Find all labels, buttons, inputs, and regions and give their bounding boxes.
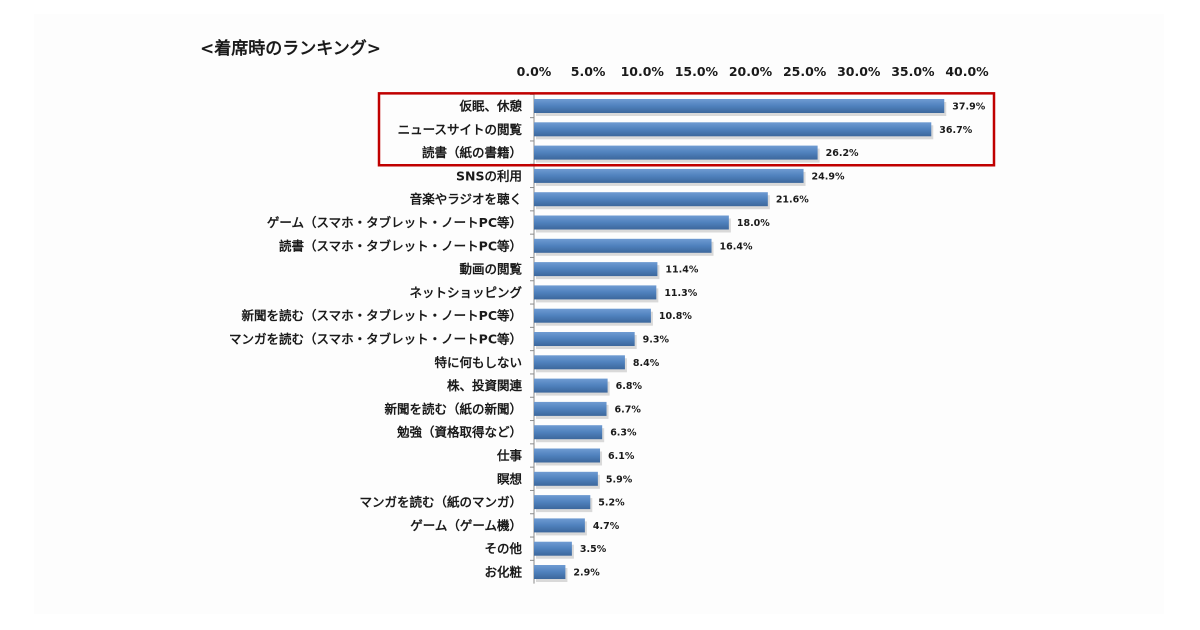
category-label: 読書（紙の書籍） xyxy=(422,145,522,160)
category-label: 仕事 xyxy=(496,448,523,463)
category-label: ゲーム（スマホ・タブレット・ノートPC等） xyxy=(267,215,522,230)
highlight-box xyxy=(377,92,996,167)
x-tick-label: 15.0% xyxy=(675,64,719,79)
data-label: 9.3% xyxy=(643,335,670,346)
bar xyxy=(534,262,658,277)
bar xyxy=(534,168,804,183)
x-tick-label: 20.0% xyxy=(729,64,773,79)
x-tick-label: 0.0% xyxy=(517,64,552,79)
category-label: マンガを読む（紙のマンガ） xyxy=(359,495,522,510)
category-label: マンガを読む（スマホ・タブレット・ノートPC等） xyxy=(229,332,522,347)
data-label: 26.2% xyxy=(826,148,859,159)
category-label: その他 xyxy=(484,541,522,556)
bar xyxy=(534,495,591,510)
bar xyxy=(534,192,768,207)
bar xyxy=(534,471,598,486)
data-label: 6.1% xyxy=(608,451,635,462)
data-label: 4.7% xyxy=(593,521,620,532)
bar xyxy=(534,308,651,323)
data-label: 6.8% xyxy=(616,381,643,392)
category-label: ネットショッピング xyxy=(409,285,522,300)
data-label: 37.9% xyxy=(952,102,985,113)
bar xyxy=(534,355,625,370)
x-tick-label: 40.0% xyxy=(945,64,989,79)
category-label: 特に何もしない xyxy=(434,355,522,370)
category-label: 勉強（資格取得など） xyxy=(396,425,522,440)
bar xyxy=(534,425,603,440)
bar xyxy=(534,401,607,416)
bar xyxy=(534,99,945,113)
bar xyxy=(534,541,572,556)
data-label: 11.4% xyxy=(665,265,698,276)
data-label: 24.9% xyxy=(812,171,845,182)
x-tick-label: 30.0% xyxy=(837,64,881,79)
x-tick-label: 25.0% xyxy=(783,64,827,79)
data-label: 18.0% xyxy=(737,218,770,229)
category-label: 新聞を読む（紙の新聞） xyxy=(384,401,522,416)
bar xyxy=(534,378,608,393)
category-label: お化粧 xyxy=(484,565,522,580)
data-label: 11.3% xyxy=(664,288,697,299)
bar xyxy=(534,448,601,463)
data-label: 5.9% xyxy=(606,474,633,485)
data-label: 6.3% xyxy=(610,428,637,439)
category-label: SNSの利用 xyxy=(456,168,522,183)
chart-canvas: <着席時のランキング> 0.0% 5.0% 10.0% 15.0% 20.0% 25.0%… xyxy=(34,14,1164,614)
category-label: 動画の閲覧 xyxy=(459,262,522,277)
data-label: 6.7% xyxy=(615,404,642,415)
data-label: 10.8% xyxy=(659,311,692,322)
bar-chart: <着席時のランキング> 0.0% 5.0% 10.0% 15.0% 20.0% 25.0%… xyxy=(200,38,996,584)
bar xyxy=(534,238,712,253)
bar xyxy=(534,565,566,579)
category-label: ニュースサイトの閲覧 xyxy=(398,122,523,137)
data-label: 16.4% xyxy=(720,241,753,252)
data-label: 36.7% xyxy=(939,125,972,136)
category-label: 株、投資関連 xyxy=(447,378,523,393)
bar xyxy=(534,122,932,137)
bar xyxy=(534,518,585,533)
category-label: 読書（スマホ・タブレット・ノートPC等） xyxy=(279,238,522,253)
data-label: 5.2% xyxy=(598,498,625,509)
bar xyxy=(534,145,818,160)
chart-title: <着席時のランキング> xyxy=(200,38,381,59)
data-label: 8.4% xyxy=(633,358,660,369)
data-label: 21.6% xyxy=(776,195,809,206)
category-label: 音楽やラジオを聴く xyxy=(410,192,522,207)
bar xyxy=(534,215,729,230)
category-label: 瞑想 xyxy=(497,471,523,486)
x-tick-label: 35.0% xyxy=(891,64,935,79)
category-label: 新聞を読む（スマホ・タブレット・ノートPC等） xyxy=(242,308,522,323)
x-tick-label: 10.0% xyxy=(621,64,665,79)
category-label: ゲーム（ゲーム機） xyxy=(410,518,522,533)
data-label: 3.5% xyxy=(580,544,607,555)
category-label: 仮眠、休憩 xyxy=(458,99,522,114)
bar xyxy=(534,332,635,346)
x-tick-label: 5.0% xyxy=(571,64,606,79)
data-label: 2.9% xyxy=(573,568,600,579)
bar xyxy=(534,285,657,300)
